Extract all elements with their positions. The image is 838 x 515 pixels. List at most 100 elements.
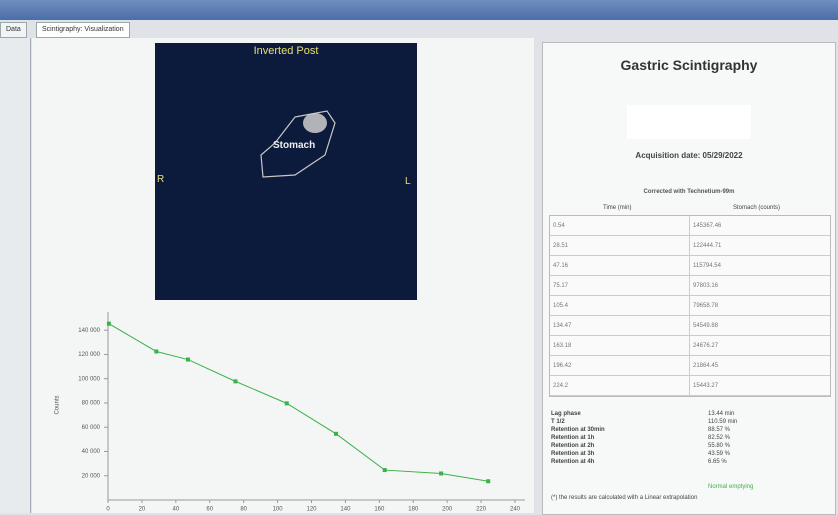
y-tick-label: 60 000 xyxy=(82,425,101,431)
data-point xyxy=(284,401,289,406)
data-point xyxy=(233,379,238,384)
orientation-marker: L xyxy=(405,176,411,187)
result-value: 43.59 % xyxy=(708,451,731,457)
image-title: Inverted Post xyxy=(253,45,319,57)
tab[interactable]: Scintigraphy: Visualization xyxy=(36,22,130,38)
table-cell: 21864.45 xyxy=(690,356,830,376)
table-row: 47.16 115794.54 xyxy=(550,256,830,276)
table-row: 163.18 24676.27 xyxy=(550,336,830,356)
stomach-roi xyxy=(260,110,336,178)
result-value: 13.44 min xyxy=(708,411,735,417)
table-cell: 24676.27 xyxy=(690,336,830,356)
result-label: Retention at 1h xyxy=(551,435,595,441)
table-cell: 0.54 xyxy=(550,216,690,236)
data-point xyxy=(486,479,491,484)
data-line xyxy=(108,323,489,482)
table-row: 0.54 145367.46 xyxy=(550,216,830,236)
result-label: Lag phase xyxy=(551,411,581,417)
redacted xyxy=(627,105,751,139)
y-tick-label: 140 000 xyxy=(78,328,100,334)
table-row: 105.4 79658.78 xyxy=(550,296,830,316)
table-cell: 196.42 xyxy=(550,356,690,376)
table-row: 224.2 15443.27 xyxy=(550,376,830,396)
table-cell: 54549.88 xyxy=(690,316,830,336)
table-cell: 145367.46 xyxy=(690,216,830,236)
data-point xyxy=(106,321,111,326)
footnote: (*) the results are calculated with a Li… xyxy=(551,495,698,501)
data-table: 0.54 145367.46 28.51 122444.71 47.16 115794.5… xyxy=(549,215,831,397)
result-row: Retention at 1h 82.52 % xyxy=(551,435,831,443)
y-tick-label: 80 000 xyxy=(82,401,101,407)
table-header: Stomach (counts) xyxy=(733,205,781,211)
result-value: 82.52 % xyxy=(708,435,731,441)
sidebar xyxy=(0,38,31,513)
title-bar xyxy=(0,0,838,20)
x-tick-label: 40 xyxy=(172,507,179,513)
table-cell: 47.16 xyxy=(550,256,690,276)
result-label: Retention at 30min xyxy=(551,427,605,433)
result-row: T 1/2 110.59 min xyxy=(551,419,831,427)
result-row: Retention at 4h 6.65 % xyxy=(551,459,831,467)
table-cell: 105.4 xyxy=(550,296,690,316)
x-tick-label: 100 xyxy=(273,507,284,513)
x-tick-label: 240 xyxy=(510,507,521,513)
scan-image: Inverted Post Stomach R L xyxy=(155,43,417,300)
result-row: Retention at 2h 55.80 % xyxy=(551,443,831,451)
table-cell: 28.51 xyxy=(550,236,690,256)
table-caption: Corrected with Technetium-99m xyxy=(643,189,735,195)
table-cell: 75.17 xyxy=(550,276,690,296)
table-row: 75.17 97803.16 xyxy=(550,276,830,296)
table-cell: 15443.27 xyxy=(690,376,830,396)
x-tick-label: 180 xyxy=(408,507,419,513)
data-point xyxy=(185,357,190,362)
result-value: 88.57 % xyxy=(708,427,731,433)
result-value: 55.80 % xyxy=(708,443,731,449)
results: Lag phase 13.44 min T 1/2 110.59 min Retenti… xyxy=(551,411,831,467)
x-tick-label: 120 xyxy=(306,507,317,513)
result-row: Retention at 3h 43.59 % xyxy=(551,451,831,459)
table-cell: 79658.78 xyxy=(690,296,830,316)
result-label: Retention at 4h xyxy=(551,459,595,465)
x-tick-label: 160 xyxy=(374,507,385,513)
table-header: Time (min) xyxy=(603,205,632,211)
x-tick-label: 200 xyxy=(442,507,453,513)
y-axis-label: Counts xyxy=(55,395,61,414)
y-tick-label: 100 000 xyxy=(78,376,100,382)
x-tick-label: 80 xyxy=(240,507,247,513)
chart: Counts 20 000 40 000 60 000 80 000 100 000 12… xyxy=(55,312,525,513)
table-cell: 97803.16 xyxy=(690,276,830,296)
region-label: Stomach xyxy=(273,140,316,151)
y-tick-label: 20 000 xyxy=(82,473,101,479)
x-tick-label: 140 xyxy=(340,507,351,513)
status: Normal emptying xyxy=(708,484,754,490)
data-point xyxy=(439,471,444,476)
table-cell: 163.18 xyxy=(550,336,690,356)
y-tick-label: 40 000 xyxy=(82,449,101,455)
data-point xyxy=(382,468,387,473)
report: Gastric Scintigraphy Acquisition date: 0… xyxy=(542,42,836,515)
table-cell: 224.2 xyxy=(550,376,690,396)
x-tick-label: 220 xyxy=(476,507,487,513)
table-cell: 115794.54 xyxy=(690,256,830,276)
acquisition-date: Acquisition date: 05/29/2022 xyxy=(635,151,743,160)
result-label: Retention at 3h xyxy=(551,451,595,457)
report-title: Gastric Scintigraphy xyxy=(620,57,758,73)
result-label: T 1/2 xyxy=(551,419,565,425)
table-row: 28.51 122444.71 xyxy=(550,236,830,256)
result-value: 110.59 min xyxy=(708,419,738,425)
result-value: 6.65 % xyxy=(708,459,727,465)
orientation-marker: R xyxy=(157,174,165,185)
data-point xyxy=(334,431,339,436)
result-row: Lag phase 13.44 min xyxy=(551,411,831,419)
result-label: Retention at 2h xyxy=(551,443,595,449)
x-tick-label: 60 xyxy=(206,507,213,513)
table-cell: 134.47 xyxy=(550,316,690,336)
x-tick-label: 0 xyxy=(106,507,110,513)
y-tick-label: 120 000 xyxy=(78,352,100,358)
table-cell: 122444.71 xyxy=(690,236,830,256)
table-row: 196.42 21864.45 xyxy=(550,356,830,376)
result-row: Retention at 30min 88.57 % xyxy=(551,427,831,435)
tab[interactable]: Data xyxy=(0,22,27,38)
x-tick-label: 20 xyxy=(139,507,146,513)
